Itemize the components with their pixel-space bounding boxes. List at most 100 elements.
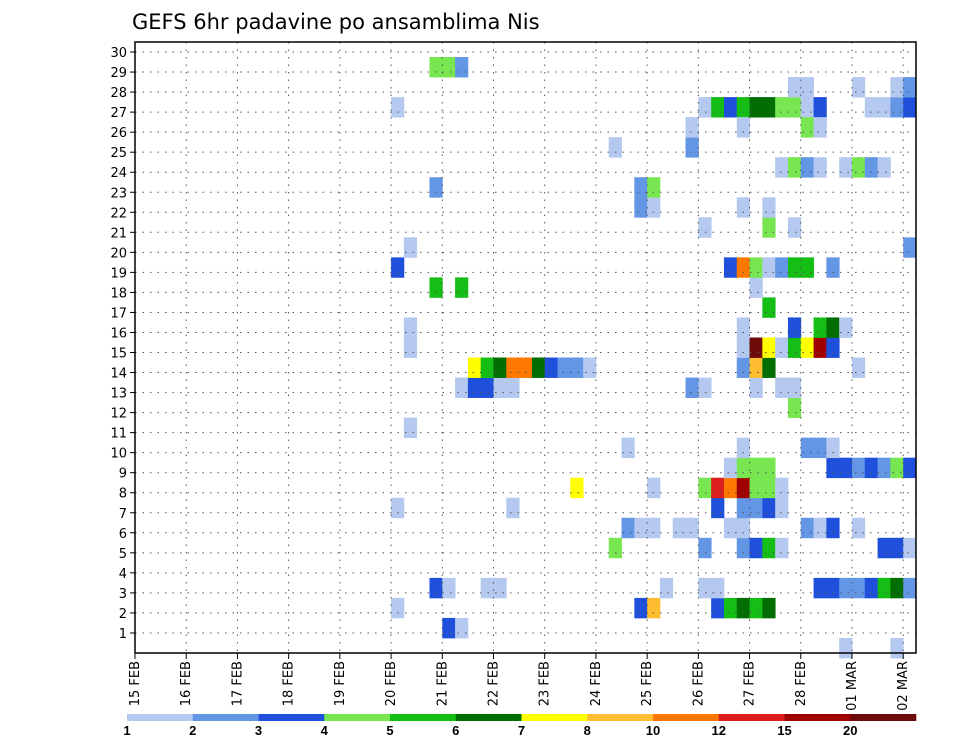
- heatmap-cell: [890, 457, 904, 479]
- heatmap-cell: [762, 257, 776, 278]
- heatmap-cell: [800, 157, 814, 178]
- heatmap-cell: [775, 477, 789, 499]
- heatmap-cell: [403, 237, 418, 258]
- heatmap-cell: [877, 577, 891, 599]
- heatmap-cell: [749, 97, 763, 118]
- heatmap-cell: [647, 597, 661, 619]
- heatmap-cell: [570, 477, 584, 499]
- heatmap-cell: [749, 537, 763, 559]
- heatmap-cell: [775, 377, 789, 398]
- y-tick-label: 15: [110, 347, 127, 362]
- heatmap-cell: [813, 117, 827, 138]
- colorbar-swatch: [455, 714, 522, 721]
- heatmap-cell: [787, 377, 802, 398]
- heatmap-cell: [698, 217, 712, 238]
- x-tick-label: 02 MAR: [896, 661, 911, 711]
- heatmap-cell: [391, 597, 405, 619]
- heatmap-cell: [787, 337, 802, 358]
- heatmap-cell: [839, 457, 853, 479]
- heatmap-cell: [877, 97, 891, 118]
- y-tick-label: 27: [110, 106, 127, 121]
- heatmap-cell: [723, 517, 738, 539]
- y-tick-label: 7: [119, 507, 127, 522]
- y-tick-label: 4: [119, 567, 127, 582]
- x-tick-label: 20 FEB: [384, 661, 399, 706]
- heatmap-cell: [800, 77, 814, 98]
- heatmap-cell: [787, 217, 802, 238]
- heatmap-cell: [787, 317, 802, 338]
- heatmap-cell: [506, 497, 520, 519]
- heatmap-cell: [736, 537, 750, 559]
- heatmap-cell: [403, 337, 418, 358]
- heatmap-cell: [762, 537, 776, 559]
- heatmap-cell: [851, 577, 866, 599]
- y-tick-label: 8: [119, 487, 127, 502]
- heatmap-cell: [800, 117, 814, 138]
- colorbar-swatch: [127, 714, 194, 721]
- y-tick-label: 26: [110, 126, 127, 141]
- y-tick-label: 22: [110, 206, 127, 221]
- heatmap-cell: [480, 577, 494, 599]
- y-tick-label: 25: [110, 146, 127, 161]
- heatmap-cell: [890, 637, 904, 659]
- heatmap-cell: [519, 357, 533, 378]
- heatmap-cell: [826, 257, 840, 278]
- heatmap-cell: [749, 497, 763, 519]
- heatmap-cell: [762, 457, 776, 479]
- heatmap-cell: [864, 97, 878, 118]
- x-tick-label: 01 MAR: [845, 661, 860, 711]
- colorbar-label: 3: [255, 723, 262, 738]
- heatmap-cell: [736, 457, 750, 479]
- colorbar-swatch: [653, 714, 720, 721]
- heatmap-cell: [800, 97, 814, 118]
- x-tick-label: 24 FEB: [589, 661, 604, 706]
- heatmap-cell: [749, 477, 763, 499]
- heatmap-cell: [813, 517, 827, 539]
- colorbar-label: 10: [646, 723, 660, 738]
- colorbar-swatch: [850, 714, 917, 721]
- y-tick-label: 17: [110, 306, 127, 321]
- heatmap-cell: [647, 477, 661, 499]
- heatmap-cell: [736, 97, 750, 118]
- y-tick-label: 23: [110, 186, 127, 201]
- heatmap-cell: [826, 437, 840, 459]
- heatmap-cell: [391, 497, 405, 519]
- y-tick-label: 13: [110, 387, 127, 402]
- heatmap-cell: [787, 97, 802, 118]
- heatmap-cell: [762, 597, 776, 619]
- colorbar-label: 7: [518, 723, 525, 738]
- heatmap-cell: [762, 337, 776, 358]
- heatmap-cell: [711, 477, 725, 499]
- heatmap-cell: [851, 517, 866, 539]
- heatmap-cell: [749, 597, 763, 619]
- heatmap-cell: [455, 377, 469, 398]
- heatmap-cell: [391, 97, 405, 118]
- heatmap-cell: [762, 197, 776, 218]
- heatmap-cell: [839, 157, 853, 178]
- heatmap-cell: [787, 257, 802, 278]
- heatmap-cell: [736, 477, 750, 499]
- heatmap-cell: [736, 517, 750, 539]
- x-tick-label: 18 FEB: [282, 661, 297, 706]
- heatmap-cell: [762, 357, 776, 378]
- heatmap-cell: [506, 377, 520, 398]
- heatmap-cell: [736, 357, 750, 378]
- colorbar-swatch: [390, 714, 457, 721]
- x-tick-label: 27 FEB: [743, 661, 758, 706]
- heatmap-cell: [403, 417, 418, 439]
- heatmap-cell: [442, 57, 456, 78]
- colorbar-swatch: [192, 714, 259, 721]
- colorbar-label: 1: [123, 723, 130, 738]
- heatmap-cell: [749, 277, 763, 298]
- heatmap-cell: [698, 577, 712, 599]
- heatmap-cell: [544, 357, 558, 378]
- colorbar-label: 8: [584, 723, 591, 738]
- heatmap-cell: [736, 257, 750, 278]
- heatmap-cell: [608, 137, 622, 158]
- y-tick-label: 1: [119, 627, 127, 642]
- y-tick-label: 19: [110, 266, 127, 281]
- x-tick-label: 17 FEB: [230, 661, 245, 706]
- colorbar-swatch: [784, 714, 851, 721]
- heatmap-cell: [455, 57, 469, 78]
- heatmap-cell: [877, 457, 891, 479]
